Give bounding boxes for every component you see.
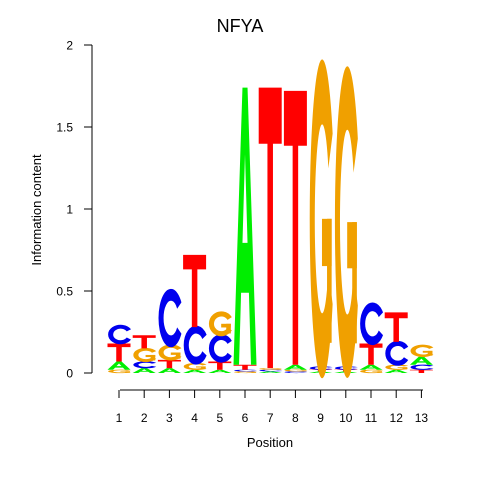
logo-letter-t bbox=[283, 90, 307, 365]
logo-letter-g bbox=[234, 371, 258, 374]
logo-letter-a bbox=[409, 356, 433, 365]
x-tick-label: 11 bbox=[365, 411, 378, 425]
logo-letter-a bbox=[384, 369, 408, 373]
logo-letter-g bbox=[208, 311, 232, 337]
x-tick-label: 10 bbox=[339, 411, 353, 425]
logo-letter-a bbox=[258, 371, 282, 373]
logo-letter-t bbox=[384, 312, 408, 342]
logo-letter-t bbox=[157, 359, 181, 369]
y-axis-ticks: 0 0.5 1 1.5 2 bbox=[56, 39, 92, 381]
logo-letter-g bbox=[410, 344, 434, 358]
logo-letter-stacks bbox=[107, 59, 434, 379]
logo-letter-c bbox=[410, 364, 434, 370]
logo-letter-g bbox=[360, 369, 384, 374]
y-tick-label: 0.5 bbox=[56, 285, 73, 299]
x-tick-label: 8 bbox=[292, 411, 299, 425]
logo-letter-g bbox=[183, 362, 207, 370]
x-tick-label: 1 bbox=[116, 411, 123, 425]
logo-letter-t bbox=[183, 254, 207, 328]
x-tick-label: 4 bbox=[191, 411, 198, 425]
logo-letter-g bbox=[259, 368, 283, 370]
logo-letter-a bbox=[309, 371, 333, 373]
logo-letter-a bbox=[233, 87, 257, 365]
y-axis-label: Information content bbox=[29, 154, 44, 266]
y-tick-label: 2 bbox=[66, 39, 73, 53]
x-axis-ticks: 1 2 3 4 5 6 7 8 9 10 11 12 13 bbox=[116, 390, 429, 425]
logo-letter-c bbox=[183, 325, 207, 365]
logo-letter-c bbox=[133, 361, 157, 369]
logo-letter-t bbox=[132, 335, 156, 349]
logo-letter-t bbox=[359, 343, 383, 365]
logo-letter-g bbox=[309, 59, 333, 379]
logo-letter-g bbox=[158, 344, 182, 361]
logo-letter-a bbox=[132, 368, 156, 373]
logo-letter-t bbox=[208, 361, 232, 370]
x-tick-label: 7 bbox=[267, 411, 274, 425]
logo-letter-a bbox=[157, 368, 181, 373]
x-tick-label: 9 bbox=[317, 411, 324, 425]
x-tick-label: 5 bbox=[216, 411, 223, 425]
x-tick-label: 6 bbox=[242, 411, 249, 425]
x-tick-label: 13 bbox=[415, 411, 429, 425]
logo-letter-a bbox=[283, 364, 307, 370]
logo-letter-g bbox=[385, 364, 409, 370]
logo-letter-c bbox=[360, 302, 384, 345]
logo-letter-g bbox=[284, 369, 308, 372]
x-axis-label: Position bbox=[247, 435, 293, 450]
logo-letter-c bbox=[284, 371, 308, 374]
y-tick-label: 1.5 bbox=[56, 121, 73, 135]
y-tick-label: 0 bbox=[66, 367, 73, 381]
logo-letter-c bbox=[259, 369, 283, 372]
x-tick-label: 12 bbox=[390, 411, 404, 425]
logo-letter-c bbox=[158, 288, 182, 348]
x-tick-label: 3 bbox=[166, 411, 173, 425]
logo-letter-t bbox=[107, 343, 131, 362]
logo-letter-g bbox=[108, 369, 132, 374]
chart-title: NFYA bbox=[217, 16, 264, 36]
logo-letter-c bbox=[234, 369, 258, 372]
logo-letter-a bbox=[107, 361, 131, 370]
logo-letter-g bbox=[133, 347, 157, 363]
logo-letter-a bbox=[359, 364, 383, 370]
logo-letter-a bbox=[183, 369, 207, 373]
logo-letter-t bbox=[258, 87, 282, 369]
logo-letter-a bbox=[334, 371, 358, 373]
x-tick-label: 2 bbox=[141, 411, 148, 425]
logo-letter-c bbox=[108, 324, 132, 345]
logo-letter-t bbox=[409, 369, 433, 373]
logo-letter-c bbox=[385, 340, 409, 366]
logo-letter-t bbox=[233, 364, 257, 370]
logo-letter-a bbox=[208, 369, 232, 373]
logo-letter-g bbox=[334, 66, 358, 378]
y-tick-label: 1 bbox=[66, 203, 73, 217]
logo-letter-c bbox=[208, 334, 232, 363]
